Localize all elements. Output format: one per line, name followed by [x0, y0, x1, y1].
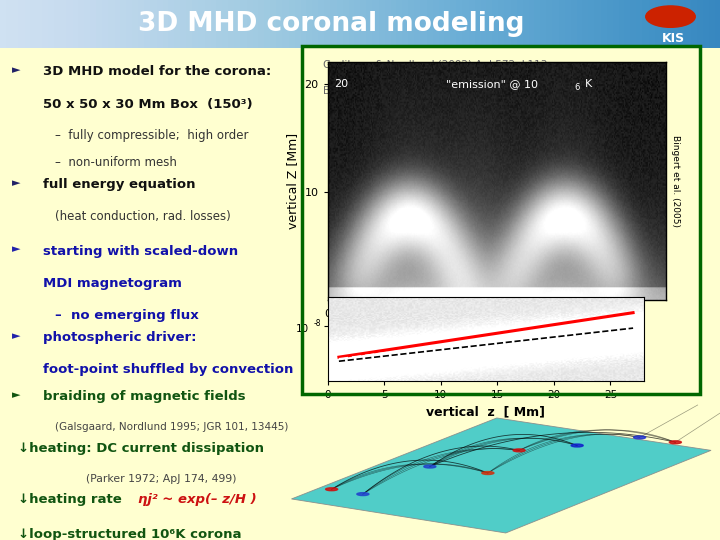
Text: –  no emerging flux: – no emerging flux	[55, 308, 199, 321]
Text: -8: -8	[314, 319, 321, 328]
Text: ►: ►	[12, 390, 21, 400]
Text: full energy equation: full energy equation	[43, 178, 195, 191]
Text: foot-point shuffled by convection: foot-point shuffled by convection	[43, 363, 293, 376]
Text: ►: ►	[12, 330, 21, 341]
Text: 3D MHD coronal modeling: 3D MHD coronal modeling	[138, 11, 524, 37]
Text: ►: ►	[12, 178, 21, 188]
Text: MDI magnetogram: MDI magnetogram	[43, 276, 181, 289]
Text: (Parker 1972; ApJ 174, 499): (Parker 1972; ApJ 174, 499)	[86, 474, 236, 483]
Text: (Galsgaard, Nordlund 1995; JGR 101, 13445): (Galsgaard, Nordlund 1995; JGR 101, 1344…	[55, 422, 289, 432]
Text: Bingert, Peter, Gudiksen & Nordlund (2005): Bingert, Peter, Gudiksen & Nordlund (200…	[323, 86, 550, 97]
Text: 3D MHD model for the corona:: 3D MHD model for the corona:	[43, 65, 271, 78]
Ellipse shape	[571, 444, 583, 447]
Text: Bingert et al. (2005): Bingert et al. (2005)	[671, 135, 680, 227]
Ellipse shape	[634, 436, 646, 439]
Polygon shape	[292, 418, 711, 533]
Text: ↓loop-structured 10⁶K corona: ↓loop-structured 10⁶K corona	[19, 528, 242, 540]
Text: –  fully compressible;  high order: – fully compressible; high order	[55, 129, 248, 142]
Y-axis label: vertical Z [Mm]: vertical Z [Mm]	[286, 133, 299, 229]
Text: ↓heating: DC current dissipation: ↓heating: DC current dissipation	[19, 442, 264, 455]
Ellipse shape	[424, 465, 436, 468]
Text: 20: 20	[334, 79, 348, 89]
X-axis label: vertical  z  [ Mm]: vertical z [ Mm]	[426, 406, 546, 419]
Ellipse shape	[670, 441, 681, 444]
Ellipse shape	[513, 449, 525, 452]
Text: 50 x 50 x 30 Mm Box  (150³): 50 x 50 x 30 Mm Box (150³)	[43, 98, 253, 111]
Text: ↓heating rate: ↓heating rate	[19, 493, 136, 506]
Text: KIS: KIS	[662, 32, 685, 45]
Text: starting with scaled-down: starting with scaled-down	[43, 245, 238, 258]
Text: braiding of magnetic fields: braiding of magnetic fields	[43, 390, 246, 403]
Text: (2005) ApJ 618, 1020 & 1031: (2005) ApJ 618, 1020 & 1031	[323, 73, 529, 83]
Text: ►: ►	[12, 245, 21, 254]
Ellipse shape	[646, 6, 696, 28]
Text: Gudiksen & Nordlund (2002) ApJ 572, L113: Gudiksen & Nordlund (2002) ApJ 572, L113	[323, 60, 547, 70]
Text: 10: 10	[295, 324, 309, 334]
Text: –  non-uniform mesh: – non-uniform mesh	[55, 156, 177, 169]
Ellipse shape	[325, 488, 338, 491]
Text: photospheric driver:: photospheric driver:	[43, 330, 197, 343]
Text: ηj² ~ exp(– z/H ): ηj² ~ exp(– z/H )	[138, 493, 256, 506]
Text: K: K	[585, 79, 592, 89]
Ellipse shape	[357, 492, 369, 496]
Ellipse shape	[482, 471, 494, 475]
Text: ►: ►	[12, 65, 21, 75]
Text: "emission" @ 10: "emission" @ 10	[446, 79, 538, 89]
X-axis label: horizontal X [Mm]: horizontal X [Mm]	[433, 325, 560, 338]
Text: 6: 6	[575, 84, 580, 92]
Text: (heat conduction, rad. losses): (heat conduction, rad. losses)	[55, 210, 231, 223]
